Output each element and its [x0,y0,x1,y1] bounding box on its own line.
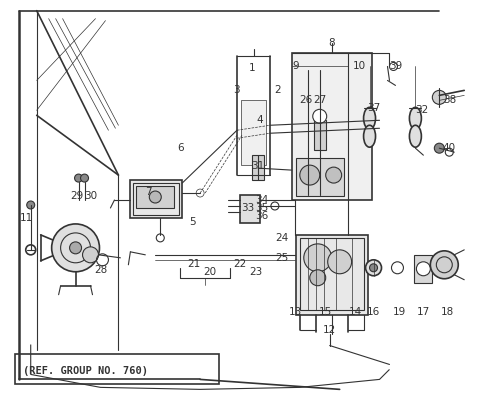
Circle shape [434,143,444,153]
Circle shape [70,242,82,254]
Text: 20: 20 [204,267,216,277]
Text: 9: 9 [292,62,299,71]
Circle shape [83,247,98,263]
Text: 29: 29 [70,191,83,201]
Text: 10: 10 [353,62,366,71]
Circle shape [310,270,326,286]
Circle shape [416,262,431,276]
Text: 14: 14 [349,307,362,317]
Circle shape [271,202,279,210]
Text: 7: 7 [145,187,152,197]
Circle shape [300,165,320,185]
Circle shape [27,201,35,209]
Circle shape [366,260,382,276]
Ellipse shape [363,125,375,147]
Text: 11: 11 [20,213,33,223]
Text: 28: 28 [94,265,107,275]
Bar [136,186,174,208]
Text: 13: 13 [289,307,302,317]
Text: 25: 25 [275,253,288,263]
Text: 38: 38 [443,95,456,105]
Bar [133,183,179,215]
Text: 40: 40 [443,143,456,153]
Circle shape [304,244,332,272]
Bar [314,120,326,150]
Text: 36: 36 [255,211,268,221]
Text: 39: 39 [389,62,402,71]
Text: (REF. GROUP NO. 760): (REF. GROUP NO. 760) [23,366,148,377]
Text: 12: 12 [323,325,336,335]
Bar [292,53,372,200]
Circle shape [149,191,161,203]
Text: 1: 1 [249,64,255,73]
Text: 30: 30 [84,191,97,201]
Circle shape [431,251,458,279]
Text: 26: 26 [299,95,312,105]
Circle shape [432,91,446,104]
Bar [296,158,344,196]
Bar [240,195,260,223]
Bar [241,100,266,165]
Bar [15,355,219,384]
Text: 8: 8 [328,38,335,48]
Circle shape [445,148,453,156]
Text: 34: 34 [255,195,268,205]
Circle shape [26,245,36,255]
Circle shape [392,262,404,274]
Text: 32: 32 [415,105,428,115]
Text: 5: 5 [189,217,195,227]
Text: 4: 4 [257,115,263,125]
Text: 33: 33 [241,203,254,213]
Text: 23: 23 [249,267,263,277]
Ellipse shape [409,125,421,147]
Text: 35: 35 [255,203,268,213]
Bar [131,180,182,218]
Text: 6: 6 [177,143,183,153]
Text: 31: 31 [252,161,264,171]
Bar [414,255,432,283]
Text: 22: 22 [233,259,247,269]
Circle shape [52,224,99,272]
Text: 24: 24 [275,233,288,243]
Text: 17: 17 [417,307,430,317]
Text: 15: 15 [319,307,332,317]
Circle shape [326,167,342,183]
Text: 21: 21 [188,259,201,269]
Bar [252,155,264,180]
Ellipse shape [363,107,375,129]
Circle shape [156,234,164,242]
Bar [300,238,363,310]
Text: 37: 37 [367,103,380,113]
Text: 3: 3 [233,85,240,95]
Text: 2: 2 [275,85,281,95]
Text: 27: 27 [313,95,326,105]
Bar [296,235,368,315]
Text: 18: 18 [441,307,454,317]
Circle shape [74,174,83,182]
Text: 19: 19 [393,307,406,317]
Circle shape [81,174,88,182]
Circle shape [313,109,327,123]
Circle shape [328,250,352,274]
Ellipse shape [409,107,421,129]
Circle shape [370,264,378,272]
Text: 16: 16 [367,307,380,317]
